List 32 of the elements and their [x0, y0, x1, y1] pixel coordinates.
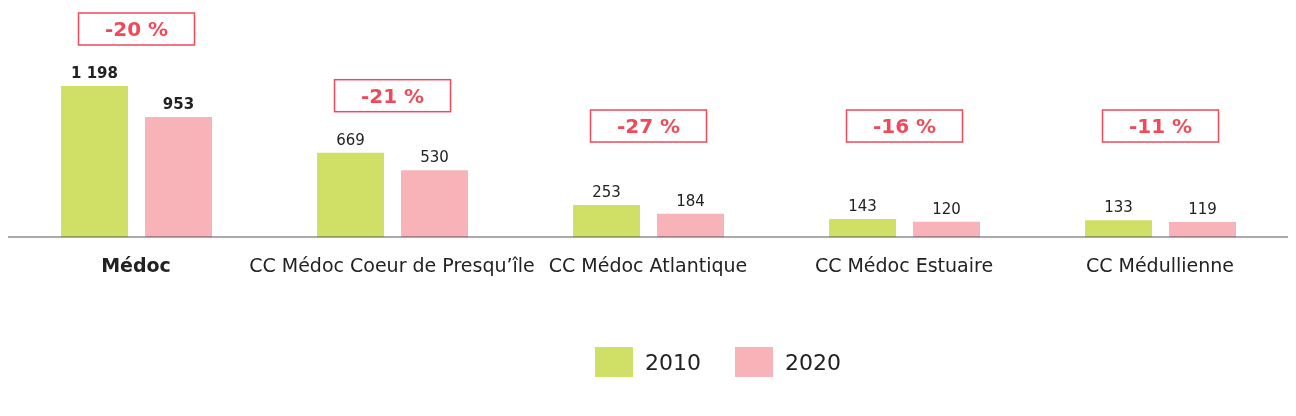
- annotation: -21 %: [360, 83, 425, 108]
- legend-label: 2010: [645, 349, 701, 375]
- bar: [401, 170, 468, 237]
- x-tick-label: Médoc: [101, 254, 171, 277]
- bar: [1085, 220, 1152, 237]
- bar: [1169, 222, 1236, 237]
- annotation: -16 %: [872, 114, 937, 138]
- data-label: 133: [1104, 198, 1133, 217]
- bar: [317, 152, 384, 237]
- x-tick-label: CC Médullienne: [1085, 254, 1235, 277]
- bar: [573, 205, 640, 237]
- data-label: 120: [932, 199, 961, 218]
- x-tick-label: CC Médoc Coeur de Presqu’île: [249, 254, 535, 277]
- x-tick-label: CC Médoc Estuaire: [814, 254, 994, 277]
- text: -20 %: [104, 17, 169, 41]
- bar: [61, 86, 128, 237]
- annotation: -11 %: [1128, 114, 1193, 138]
- bar: [657, 213, 724, 237]
- data-label: 253: [592, 183, 621, 202]
- data-label: 530: [420, 148, 449, 167]
- data-label: 1 198: [71, 64, 118, 82]
- bar: [829, 218, 896, 237]
- data-label: 184: [676, 191, 705, 210]
- x-tick-label: CC Médoc Atlantique: [548, 254, 748, 277]
- data-label: 953: [162, 94, 195, 113]
- annotation: -27 %: [616, 114, 681, 138]
- legend-label: 2020: [785, 349, 841, 375]
- bar: [145, 116, 212, 237]
- data-label: 143: [848, 196, 877, 215]
- data-label: 119: [1188, 200, 1217, 218]
- data-label: 669: [336, 130, 365, 149]
- bar: [913, 221, 980, 237]
